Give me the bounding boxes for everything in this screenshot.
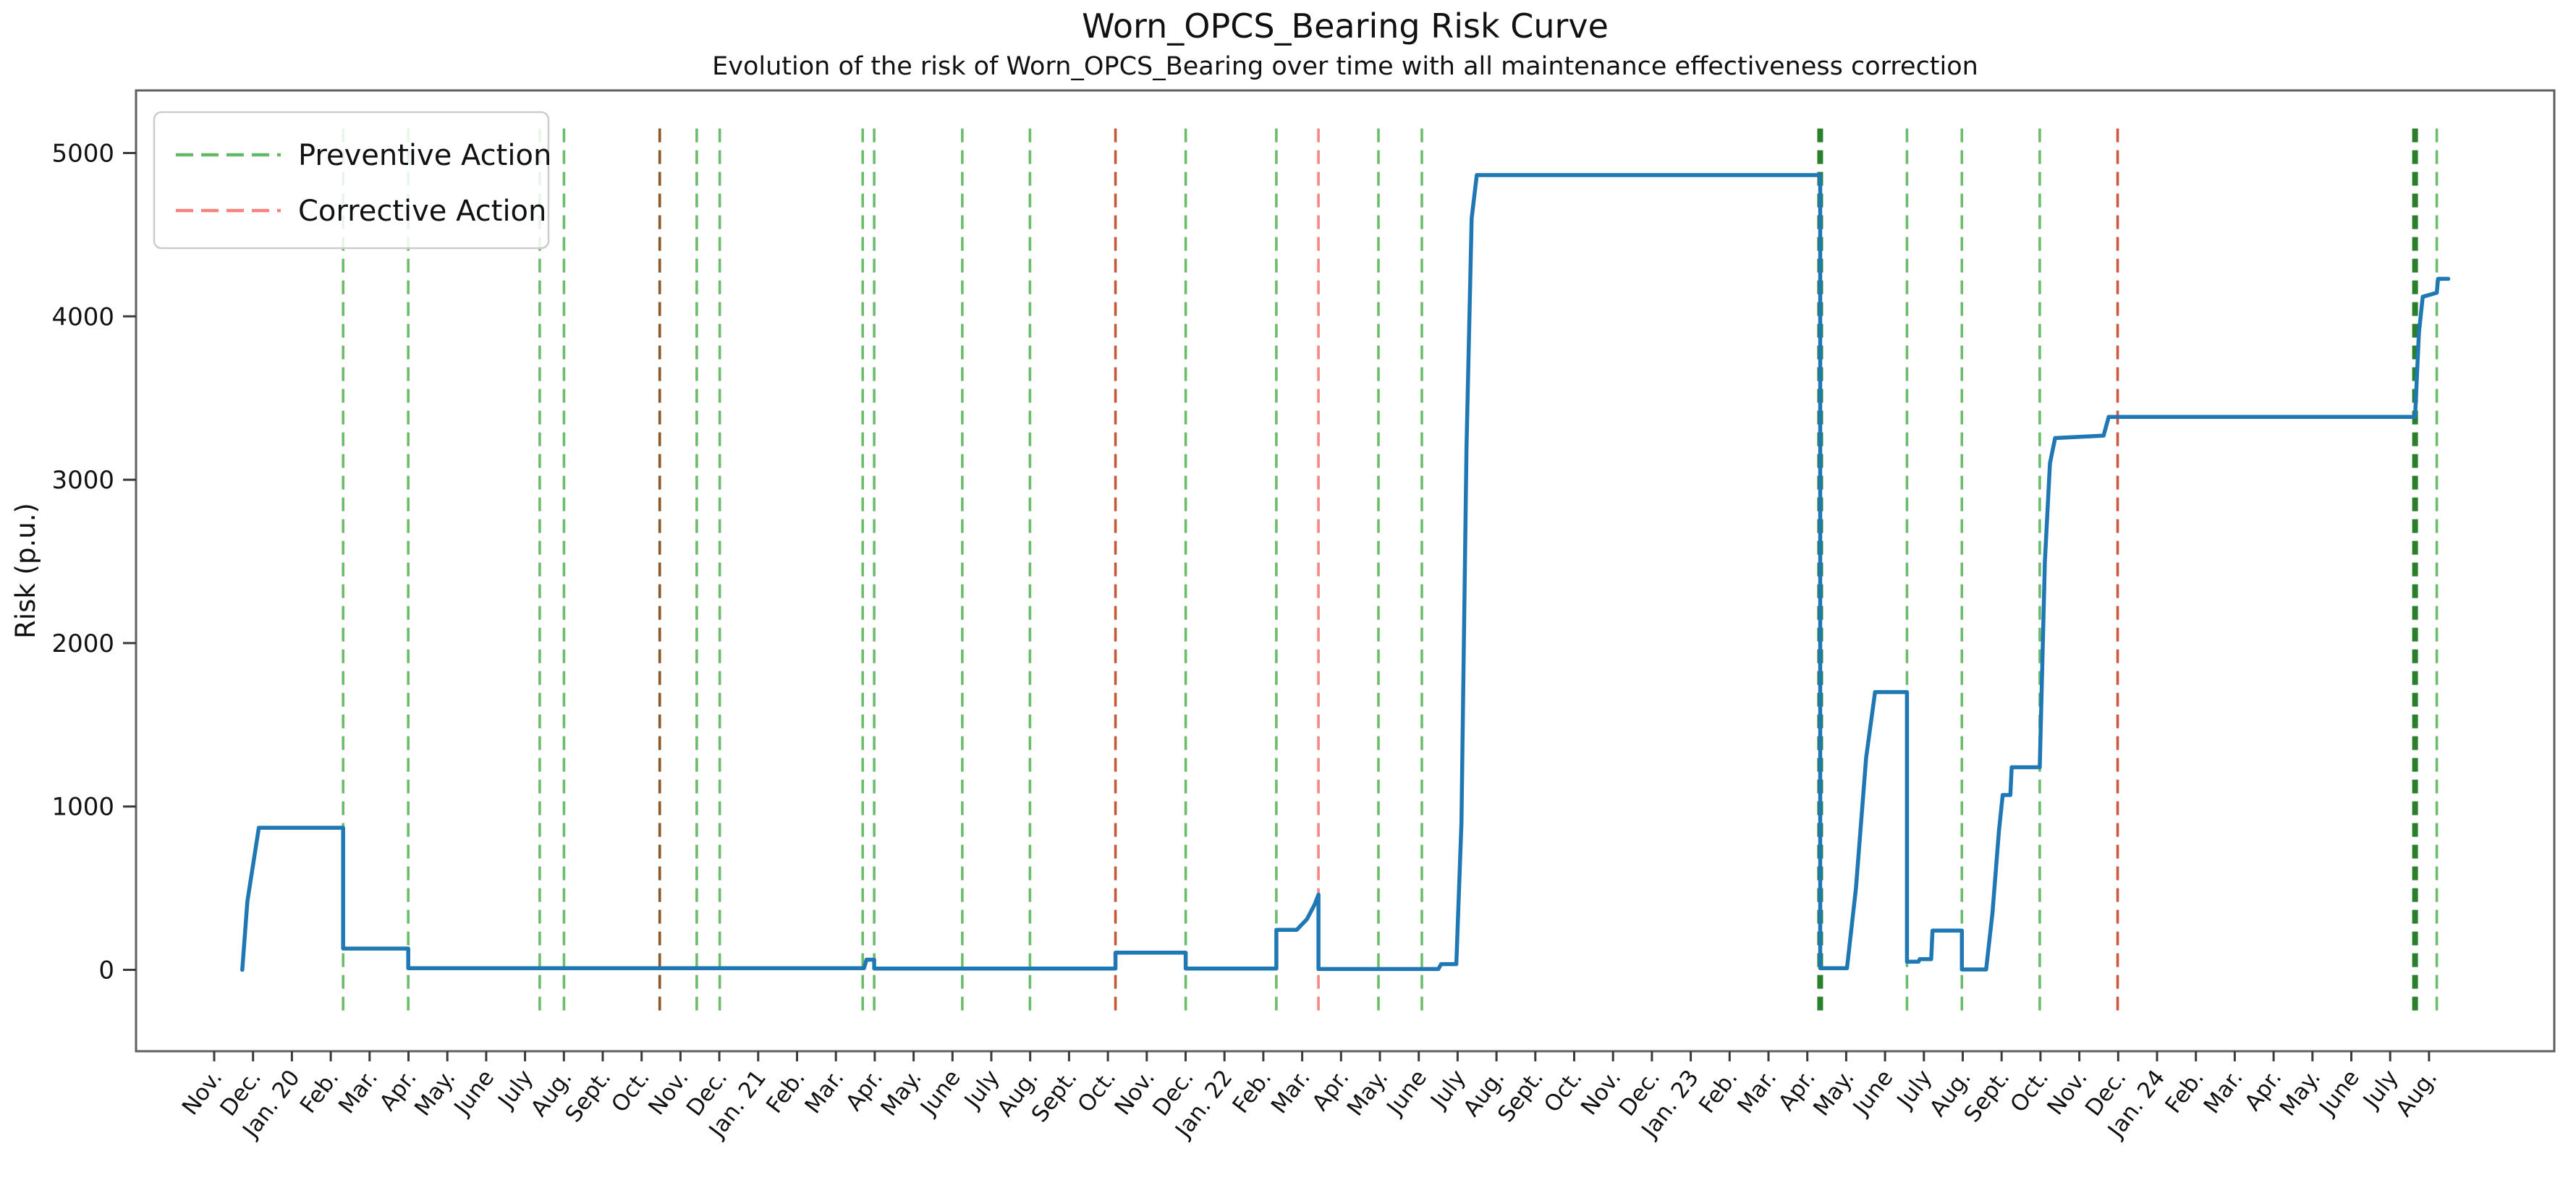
x-tick-label: June	[1847, 1065, 1899, 1121]
x-tick-label: June	[2313, 1065, 2365, 1121]
x-tick-label: Feb.	[1694, 1065, 1743, 1118]
chart-title: Worn_OPCS_Bearing Risk Curve	[1082, 7, 1609, 46]
x-tick-label: Nov.	[1110, 1065, 1161, 1120]
x-tick-label: Oct.	[1539, 1065, 1588, 1117]
x-tick-label: Nov.	[1576, 1065, 1627, 1120]
plot-area-frame	[135, 89, 2556, 1053]
y-tick-label: 4000	[51, 302, 114, 331]
x-tick-label: Mar.	[800, 1065, 849, 1119]
y-axis-label: Risk (p.u.)	[10, 503, 41, 639]
x-tick-label: Nov.	[643, 1065, 694, 1120]
x-tick-label: June	[1381, 1065, 1433, 1121]
x-tick-label: Mar.	[2199, 1065, 2248, 1119]
chart-subtitle: Evolution of the risk of Worn_OPCS_Beari…	[712, 52, 1978, 81]
x-tick-label: Oct.	[1073, 1065, 1122, 1117]
x-tick-label: Feb.	[295, 1065, 344, 1118]
event-lines-group	[342, 128, 2439, 1013]
x-tick-label: Feb.	[2160, 1065, 2209, 1118]
x-tick-label: May.	[876, 1065, 927, 1121]
legend-item-label: Corrective Action	[298, 195, 546, 228]
curve-group	[240, 173, 2451, 972]
x-tick-label: Oct.	[2005, 1065, 2054, 1117]
x-tick-label: Feb.	[1228, 1065, 1277, 1118]
x-tick-label: May.	[1342, 1065, 1394, 1121]
y-tick-label: 2000	[51, 629, 114, 658]
y-tick-label: 3000	[51, 466, 114, 495]
x-tick-label: Mar.	[334, 1065, 383, 1119]
legend: Preventive Action Corrective Action	[153, 111, 551, 250]
y-tick-label: 1000	[51, 793, 114, 822]
risk-curve	[240, 173, 2451, 972]
legend-item-label: Preventive Action	[298, 139, 551, 172]
x-tick-label: Feb.	[761, 1065, 810, 1118]
y-tick-label: 5000	[51, 140, 114, 169]
x-tick-label: May.	[410, 1065, 461, 1121]
x-tick-label: May.	[2275, 1065, 2326, 1121]
x-tick-label: Nov.	[2042, 1065, 2093, 1120]
x-tick-label: Mar.	[1266, 1065, 1315, 1119]
x-tick-label: Aug.	[2391, 1065, 2442, 1121]
x-tick-label: Nov.	[177, 1065, 228, 1120]
x-tick-label: May.	[1808, 1065, 1860, 1121]
x-tick-label: June	[915, 1065, 966, 1121]
y-tick-label: 0	[98, 956, 114, 985]
x-tick-label: Mar.	[1732, 1065, 1781, 1119]
legend-box	[153, 111, 550, 250]
x-tick-label: June	[449, 1065, 500, 1121]
x-tick-label: Oct.	[606, 1065, 655, 1117]
